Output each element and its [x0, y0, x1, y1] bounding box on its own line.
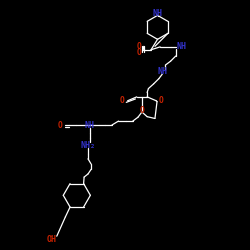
Text: OH: OH	[46, 234, 56, 244]
Text: O: O	[158, 96, 163, 105]
Text: NH: NH	[85, 120, 95, 130]
Text: O: O	[120, 96, 125, 105]
Text: O: O	[136, 48, 141, 57]
Text: O: O	[58, 120, 62, 130]
Text: NH₂: NH₂	[80, 141, 96, 150]
Text: O: O	[140, 106, 144, 115]
Text: NH: NH	[152, 9, 162, 18]
Text: O: O	[136, 42, 141, 51]
Text: NH: NH	[157, 67, 167, 76]
Text: NH: NH	[177, 42, 187, 51]
